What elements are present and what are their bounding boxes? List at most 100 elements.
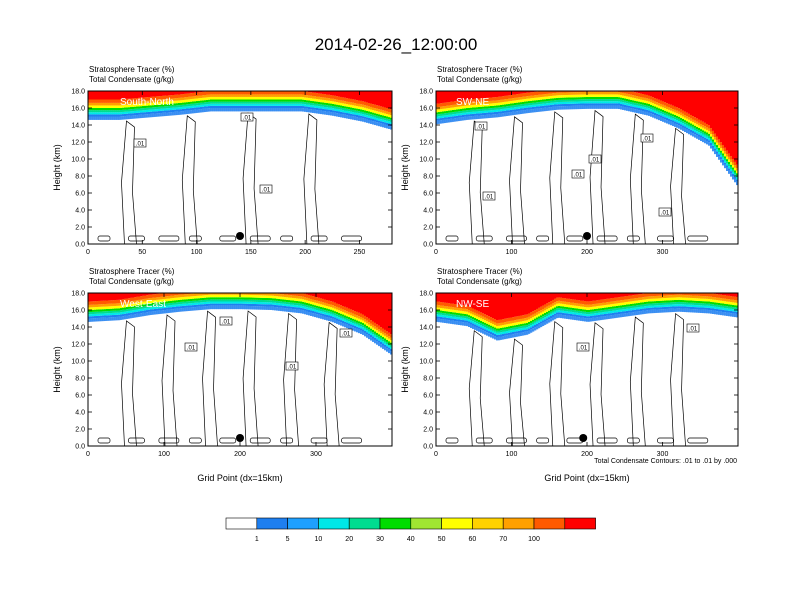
tracer-cell bbox=[302, 108, 305, 112]
tracer-cell bbox=[594, 309, 597, 312]
tracer-cell bbox=[680, 117, 683, 120]
tracer-cell bbox=[208, 94, 211, 98]
tracer-cell bbox=[176, 295, 179, 298]
tracer-cell bbox=[544, 105, 547, 108]
tracer-cell bbox=[142, 293, 145, 296]
tracer-cell bbox=[490, 108, 493, 111]
tracer-cell bbox=[328, 315, 331, 318]
tracer-cell bbox=[526, 101, 529, 104]
tracer-cell bbox=[374, 115, 377, 118]
tracer-cell bbox=[122, 299, 125, 303]
tracer-cell bbox=[140, 313, 143, 317]
tracer-cell bbox=[686, 116, 689, 119]
tracer-cell bbox=[194, 293, 197, 297]
tracer-cell bbox=[646, 100, 649, 104]
tracer-cell bbox=[340, 91, 343, 97]
tracer-cell bbox=[528, 328, 531, 331]
tracer-cell bbox=[226, 99, 229, 102]
tracer-cell bbox=[252, 297, 255, 300]
tracer-cell bbox=[240, 101, 243, 104]
tracer-cell bbox=[692, 126, 695, 129]
tracer-cell bbox=[284, 108, 287, 112]
tracer-cell bbox=[596, 306, 599, 309]
tracer-cell bbox=[500, 293, 503, 320]
tracer-cell bbox=[98, 311, 101, 314]
tracer-cell bbox=[160, 104, 163, 107]
tracer-cell bbox=[196, 105, 199, 108]
tracer-cell bbox=[106, 114, 109, 117]
tracer-cell bbox=[374, 326, 377, 329]
tracer-cell bbox=[234, 303, 237, 306]
tracer-cell bbox=[306, 97, 309, 101]
tracer-cell bbox=[318, 93, 321, 97]
tracer-cell bbox=[556, 91, 559, 93]
tracer-cell bbox=[570, 309, 573, 312]
tracer-cell bbox=[234, 101, 237, 104]
tracer-cell bbox=[610, 308, 613, 312]
tracer-cell bbox=[600, 105, 603, 109]
tracer-cell bbox=[480, 111, 483, 114]
tracer-cell bbox=[664, 108, 667, 111]
tracer-cell bbox=[258, 297, 261, 300]
tracer-cell bbox=[188, 93, 191, 97]
tracer-cell bbox=[156, 302, 159, 305]
tracer-cell bbox=[526, 324, 529, 328]
tracer-cell bbox=[256, 94, 259, 97]
tracer-cell bbox=[540, 293, 543, 307]
tracer-cell bbox=[182, 100, 185, 103]
tracer-cell bbox=[102, 99, 105, 103]
location-marker bbox=[236, 232, 244, 240]
tracer-cell bbox=[202, 95, 205, 98]
tracer-cell bbox=[324, 307, 327, 311]
tracer-cell bbox=[470, 324, 473, 328]
tracer-cell bbox=[188, 293, 191, 297]
tracer-cell bbox=[352, 102, 355, 106]
tracer-cell bbox=[584, 94, 587, 98]
tracer-cell bbox=[582, 293, 585, 301]
tracer-cell bbox=[562, 106, 565, 110]
tracer-cell bbox=[122, 91, 125, 100]
tracer-cell bbox=[372, 293, 375, 322]
tracer-cell bbox=[572, 97, 575, 100]
tracer-cell bbox=[636, 103, 639, 106]
tracer-cell bbox=[306, 104, 309, 107]
tracer-cell bbox=[466, 102, 469, 106]
tracer-cell bbox=[560, 91, 563, 93]
tracer-cell bbox=[120, 299, 123, 303]
tracer-cell bbox=[724, 160, 727, 163]
tracer-cell bbox=[264, 293, 267, 296]
tracer-cell bbox=[618, 105, 621, 110]
tracer-cell bbox=[530, 107, 533, 110]
tracer-cell bbox=[476, 318, 479, 322]
tracer-cell bbox=[112, 310, 115, 313]
tracer-cell bbox=[566, 304, 569, 308]
tracer-cell bbox=[244, 99, 247, 102]
tracer-cell bbox=[500, 319, 503, 323]
tracer-cell bbox=[148, 298, 151, 301]
contour-label-box bbox=[482, 191, 496, 201]
tracer-cell bbox=[236, 103, 239, 106]
tracer-cell bbox=[454, 107, 457, 110]
tracer-cell bbox=[602, 316, 605, 320]
tracer-cell bbox=[90, 102, 93, 106]
tracer-cell bbox=[228, 103, 231, 106]
tracer-cell bbox=[558, 308, 561, 311]
tracer-cell bbox=[184, 106, 187, 109]
tracer-cell bbox=[560, 99, 563, 102]
y-tick-label: 0.0 bbox=[75, 444, 85, 451]
tracer-cell bbox=[600, 308, 603, 311]
tracer-cell bbox=[476, 293, 479, 311]
tracer-cell bbox=[164, 104, 167, 107]
tracer-cell bbox=[460, 113, 463, 116]
tracer-cell bbox=[198, 302, 201, 305]
tracer-cell bbox=[256, 295, 259, 298]
tracer-cell bbox=[500, 325, 503, 328]
tracer-cell bbox=[576, 305, 579, 309]
tracer-cell bbox=[672, 91, 675, 106]
tracer-cell bbox=[180, 102, 183, 105]
tracer-cell bbox=[454, 293, 457, 305]
tracer-cell bbox=[172, 309, 175, 313]
tracer-cell bbox=[360, 326, 363, 329]
tracer-cell bbox=[668, 91, 671, 104]
tracer-cell bbox=[380, 112, 383, 115]
